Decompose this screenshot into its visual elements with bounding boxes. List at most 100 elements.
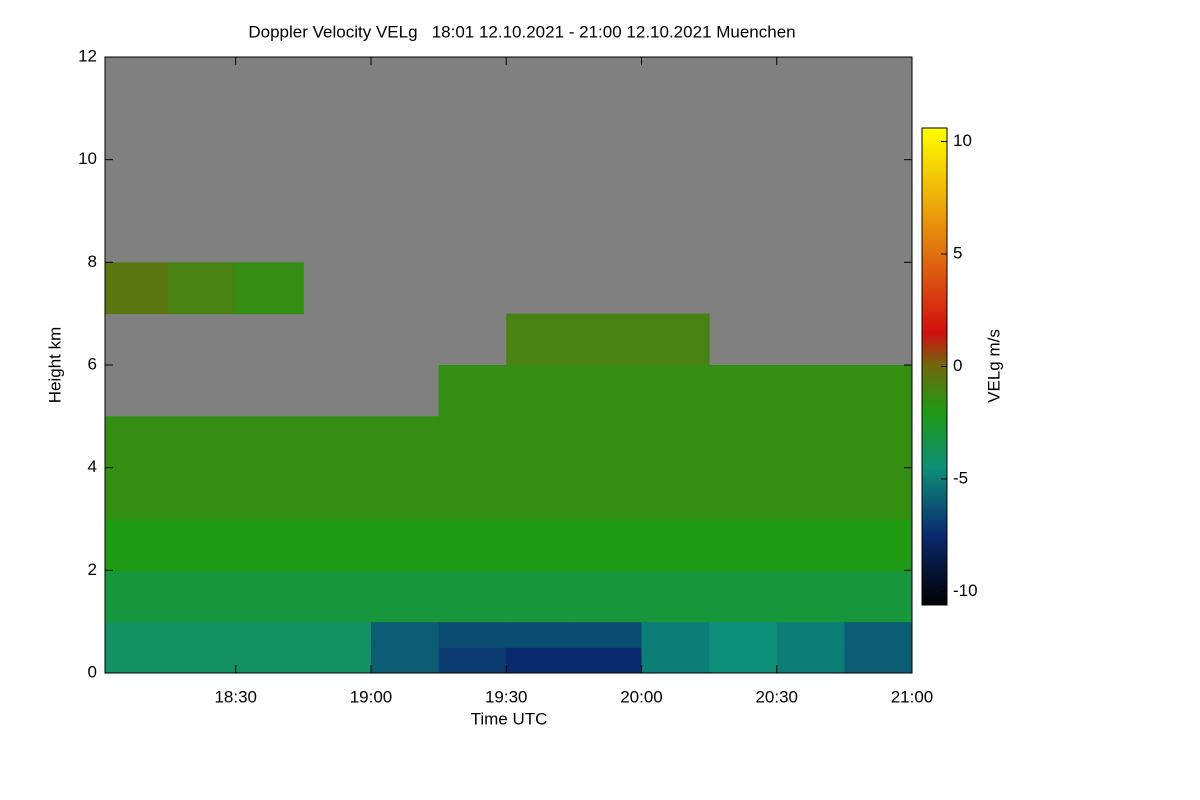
heatmap-cell xyxy=(105,262,169,315)
heatmap-cell xyxy=(641,365,710,417)
colorbar-tick-label: 0 xyxy=(953,356,962,375)
heatmap-cell xyxy=(303,647,372,674)
heatmap-cell xyxy=(438,647,507,674)
heatmap-cell xyxy=(573,365,642,417)
heatmap-cell xyxy=(641,519,710,571)
heatmap-cell xyxy=(844,467,913,520)
heatmap-cell xyxy=(168,570,237,623)
y-tick-label: 10 xyxy=(78,149,97,168)
heatmap-cell xyxy=(438,416,507,469)
colorbar-tick-label: -10 xyxy=(953,581,978,600)
heatmap-cell xyxy=(776,621,845,648)
heatmap-cell xyxy=(303,570,372,623)
heatmap-cell xyxy=(438,467,507,520)
heatmap-cell xyxy=(370,467,440,520)
chart-title: Doppler Velocity VELg 18:01 12.10.2021 -… xyxy=(248,22,795,41)
heatmap-cell xyxy=(303,467,372,520)
heatmap-cell xyxy=(506,416,575,469)
heatmap-cell xyxy=(303,416,372,469)
heatmap-cell xyxy=(303,519,372,571)
heatmap-cell xyxy=(370,519,440,571)
heatmap-cell xyxy=(844,519,913,571)
heatmap-cell xyxy=(844,365,913,417)
heatmap-cell xyxy=(776,570,845,623)
heatmap-cell xyxy=(709,519,778,571)
heatmap-cell xyxy=(438,570,507,623)
heatmap-cell xyxy=(573,570,642,623)
heatmap-cell xyxy=(370,416,440,469)
heatmap-cell xyxy=(573,467,642,520)
heatmap-cell xyxy=(573,313,642,366)
heatmap-cell xyxy=(506,647,575,674)
heatmap-cell xyxy=(105,416,169,469)
heatmap-cell xyxy=(776,647,845,674)
heatmap-cell xyxy=(168,621,237,648)
heatmap-cell xyxy=(370,570,440,623)
heatmap-cell xyxy=(235,621,304,648)
heatmap-cell xyxy=(370,621,440,648)
heatmap-cell xyxy=(709,467,778,520)
y-tick-label: 6 xyxy=(88,354,97,373)
colorbar-tick-label: 10 xyxy=(953,131,972,150)
heatmap-cell xyxy=(506,621,575,648)
y-tick-label: 2 xyxy=(88,560,97,579)
heatmap-cell xyxy=(370,647,440,674)
heatmap-cell xyxy=(105,570,169,623)
colorbar-tick-label: 5 xyxy=(953,243,962,262)
heatmap-cell xyxy=(573,621,642,648)
x-tick-label: 18:30 xyxy=(214,687,257,706)
heatmap-cell xyxy=(105,519,169,571)
heatmap-cell xyxy=(105,647,169,674)
heatmap-cell xyxy=(844,647,913,674)
heatmap-cell xyxy=(235,647,304,674)
heatmap-cell xyxy=(235,416,304,469)
heatmap-cell xyxy=(844,621,913,648)
heatmap-cell xyxy=(573,647,642,674)
heatmap-cell xyxy=(438,365,507,417)
heatmap-cell xyxy=(641,467,710,520)
x-tick-label: 20:30 xyxy=(755,687,798,706)
heatmap-cell xyxy=(438,621,507,648)
heatmap-cell xyxy=(506,570,575,623)
heatmap-cell xyxy=(506,313,575,366)
heatmap-cell xyxy=(303,621,372,648)
heatmap-cell xyxy=(105,621,169,648)
heatmap-cell xyxy=(168,416,237,469)
heatmap-cell xyxy=(776,416,845,469)
colorbar-tick-label: -5 xyxy=(953,468,968,487)
heatmap-cell xyxy=(168,647,237,674)
heatmap-cell xyxy=(844,570,913,623)
heatmap-cell xyxy=(506,365,575,417)
heatmap-cell xyxy=(641,416,710,469)
heatmap-cell xyxy=(709,416,778,469)
heatmap-cell xyxy=(776,365,845,417)
heatmap-cell xyxy=(235,262,304,315)
heatmap-cell xyxy=(776,467,845,520)
heatmap-cell xyxy=(709,621,778,648)
heatmap-cell xyxy=(235,519,304,571)
heatmap-cell xyxy=(105,467,169,520)
heatmap-cell xyxy=(844,416,913,469)
heatmap-cell xyxy=(641,647,710,674)
heatmap-cell xyxy=(168,519,237,571)
heatmap-cell xyxy=(506,467,575,520)
heatmap-cell xyxy=(709,647,778,674)
x-tick-label: 20:00 xyxy=(620,687,663,706)
heatmap-cell xyxy=(641,570,710,623)
y-tick-label: 4 xyxy=(88,457,97,476)
heatmap-cell xyxy=(235,570,304,623)
heatmap-cell xyxy=(573,519,642,571)
heatmap-cell xyxy=(709,570,778,623)
x-tick-label: 21:00 xyxy=(891,687,934,706)
heatmap-cell xyxy=(776,519,845,571)
y-axis-label: Height km xyxy=(45,327,64,404)
colorbar-label: VELg m/s xyxy=(984,329,1003,403)
heatmap-cell xyxy=(641,313,710,366)
y-tick-label: 8 xyxy=(88,252,97,271)
heatmap-cell xyxy=(641,621,710,648)
heatmap-cell xyxy=(168,467,237,520)
heatmap-cell xyxy=(168,262,237,315)
x-tick-label: 19:00 xyxy=(350,687,393,706)
heatmap-cell xyxy=(506,519,575,571)
